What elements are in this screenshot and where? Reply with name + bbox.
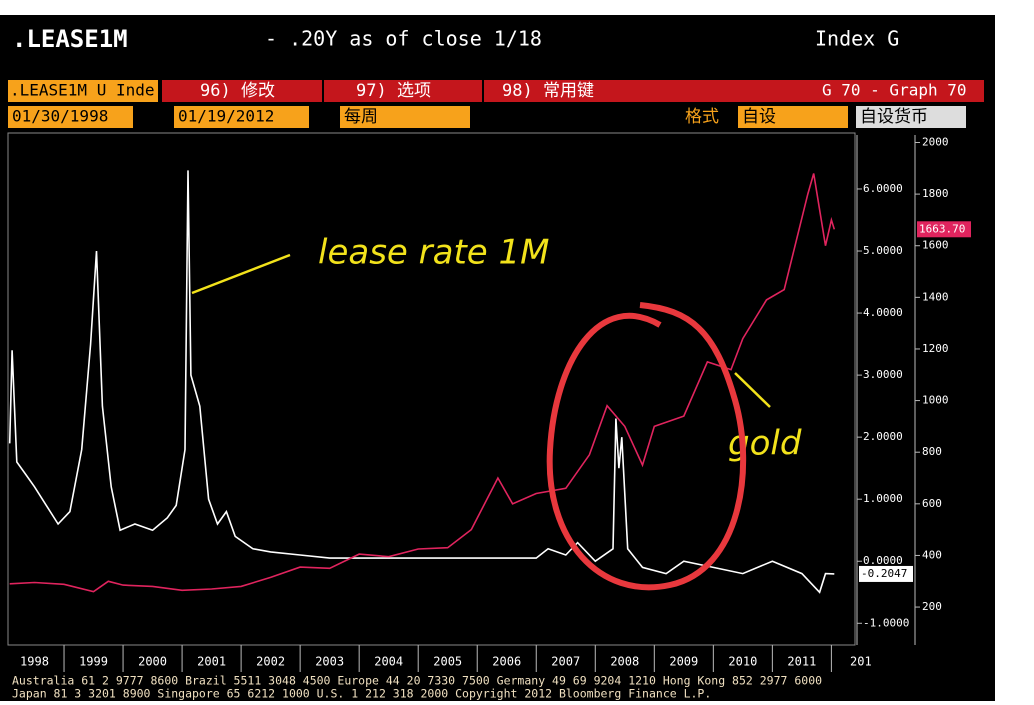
field[interactable] (738, 106, 848, 128)
edit: 96) 修改 (200, 81, 275, 101)
footer: Australia 61 2 9777 8600 Brazil 5511 304… (12, 674, 822, 688)
start-date: 01/30/1998 (12, 107, 108, 126)
annotation-line (191, 253, 291, 295)
y2-tick-label: 1200 (922, 342, 949, 355)
field[interactable] (174, 106, 309, 128)
x-tick-label: 2006 (492, 655, 521, 669)
x-tick-label: 2001 (197, 655, 226, 669)
x-tick-label: 2002 (256, 655, 285, 669)
x-tick-label: 2003 (315, 655, 344, 669)
x-tick-label: 2011 (787, 655, 816, 669)
annotation: lease rate 1M (318, 233, 549, 273)
x-tick-label: 2005 (433, 655, 462, 669)
x-tick-label: 2004 (374, 655, 403, 669)
security: .LEASE1M U Inde (10, 81, 155, 100)
last-value-label: -0.2047 (861, 567, 907, 580)
y2-tick-label: 1000 (922, 394, 949, 407)
x-tick-label: 2008 (610, 655, 639, 669)
period: 每周 (344, 107, 378, 127)
last-value-box (917, 221, 971, 238)
y2-tick-label: 600 (922, 497, 942, 510)
last-value-box (859, 565, 913, 582)
y2-tick-label: 200 (922, 600, 942, 613)
y-tick-label: 0.0000 (863, 554, 903, 567)
options: 97) 选项 (356, 81, 431, 101)
x-tick-label: 1999 (79, 655, 108, 669)
y-tick-label: 2.0000 (863, 430, 903, 443)
field[interactable] (8, 80, 158, 102)
footer: Japan 81 3 3201 8900 Singapore 65 6212 1… (12, 687, 711, 701)
series-line (9, 173, 836, 593)
currency: 自设货币 (860, 107, 928, 127)
button[interactable] (162, 80, 322, 102)
button[interactable] (484, 80, 984, 102)
x-tick-label: 2010 (728, 655, 757, 669)
x-tick-label: 2007 (551, 655, 580, 669)
custom: 自设 (742, 107, 776, 127)
x-tick-label: 201 (850, 655, 872, 669)
y2-tick-label: 1600 (922, 239, 949, 252)
field[interactable] (8, 106, 133, 128)
y2-tick-label: 800 (922, 445, 942, 458)
annotation-line (734, 372, 771, 408)
ticker: .LEASE1M (12, 25, 128, 53)
y2-tick-label: 2000 (922, 135, 949, 148)
y-tick-label: 1.0000 (863, 492, 903, 505)
plot-frame (7, 132, 856, 646)
y-tick-label: 4.0000 (863, 306, 903, 319)
format: 格式 (685, 107, 719, 127)
y-tick-label: -1.0000 (863, 616, 909, 629)
graph: G 70 - Graph 70 (822, 81, 967, 100)
highlight-circle (546, 302, 747, 591)
y2-tick-label: 400 (922, 548, 942, 561)
y-tick-label: 6.0000 (863, 182, 903, 195)
button[interactable] (324, 80, 482, 102)
background (0, 15, 995, 701)
end-date: 01/19/2012 (178, 107, 274, 126)
index: Index G (815, 27, 899, 51)
x-tick-label: 2009 (669, 655, 698, 669)
y-tick-label: 5.0000 (863, 244, 903, 257)
last-value-label: 1663.70 (919, 222, 965, 235)
field[interactable] (340, 106, 470, 128)
y2-tick-label: 1800 (922, 187, 949, 200)
range: - .20Y as of close 1/18 (265, 27, 542, 51)
y2-tick-label: 1400 (922, 290, 949, 303)
y-tick-label: 3.0000 (863, 368, 903, 381)
x-tick-label: 1998 (20, 655, 49, 669)
series-line (8, 170, 835, 594)
x-tick-label: 2000 (138, 655, 167, 669)
field[interactable] (856, 106, 966, 128)
keys: 98) 常用键 (502, 81, 594, 101)
